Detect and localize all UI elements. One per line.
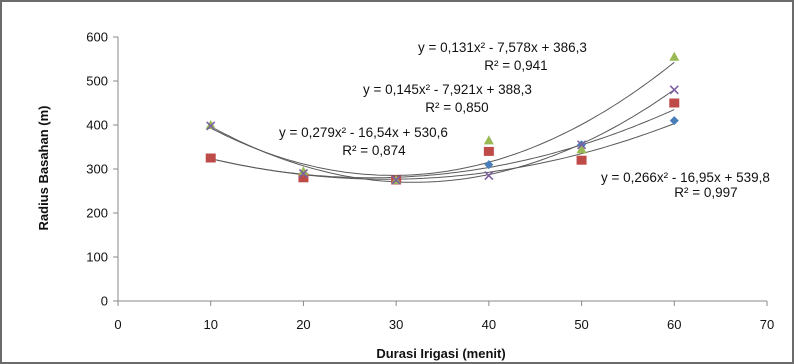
data-point-series-1 bbox=[669, 116, 679, 126]
data-points bbox=[205, 51, 680, 185]
trendlines bbox=[210, 61, 675, 183]
data-point-series-4 bbox=[669, 85, 679, 95]
x-tick-label: 30 bbox=[389, 317, 403, 332]
r-squared-label: R² = 0,997 bbox=[674, 185, 737, 200]
data-point-series-4 bbox=[298, 168, 308, 178]
equation-labels: y = 0,266x² - 16,95x + 539,8R² = 0,997 y … bbox=[279, 40, 770, 200]
data-point-series-3 bbox=[205, 120, 216, 129]
axes: 0 100 200 300 400 500 600 0 10 20 30 40 50 60 70 bbox=[86, 30, 774, 333]
y-tick-label: 600 bbox=[86, 30, 108, 45]
x-tick-label: 60 bbox=[667, 317, 681, 332]
x-tick-label: 0 bbox=[114, 317, 121, 332]
data-point-series-2 bbox=[298, 173, 309, 183]
data-point-series-4 bbox=[484, 171, 494, 181]
x-axis-title: Durasi Irigasi (menit) bbox=[376, 346, 505, 361]
trendline-series-1 bbox=[210, 89, 675, 183]
r-squared-label: R² = 0,874 bbox=[342, 143, 406, 158]
y-tick-label: 300 bbox=[86, 162, 108, 177]
data-point-series-2 bbox=[483, 146, 494, 156]
trendline-equation: y = 0,145x² - 7,921x + 388,3 bbox=[363, 82, 532, 97]
trendline-equation: y = 0,266x² - 16,95x + 539,8 bbox=[601, 170, 770, 185]
y-tick-label: 200 bbox=[86, 206, 108, 221]
x-tick-label: 70 bbox=[760, 317, 774, 332]
trendline-equation: y = 0,279x² - 16,54x + 530,6 bbox=[279, 125, 448, 140]
data-point-series-4 bbox=[577, 140, 587, 150]
y-tick-label: 0 bbox=[101, 294, 108, 309]
data-point-series-3 bbox=[669, 51, 680, 61]
x-tick-label: 40 bbox=[482, 317, 496, 332]
trendline-series-2 bbox=[210, 61, 675, 176]
trendline-equation: y = 0,131x² - 7,578x + 386,3 bbox=[418, 40, 587, 55]
y-axis-title: Radius Basahan (m) bbox=[36, 106, 51, 231]
y-tick-label: 100 bbox=[86, 250, 108, 265]
y-tick-label: 500 bbox=[86, 74, 108, 89]
x-tick-label: 20 bbox=[296, 317, 310, 332]
trendline-series-4 bbox=[210, 109, 675, 179]
x-tick-label: 50 bbox=[574, 317, 588, 332]
y-tick-label: 400 bbox=[86, 118, 108, 133]
data-point-series-3 bbox=[576, 144, 587, 154]
data-point-series-2 bbox=[669, 98, 680, 108]
data-point-series-3 bbox=[483, 135, 494, 145]
data-point-series-1 bbox=[484, 160, 494, 170]
data-point-series-2 bbox=[205, 153, 216, 163]
r-squared-label: R² = 0,850 bbox=[425, 100, 488, 115]
data-point-series-2 bbox=[576, 155, 587, 165]
data-point-series-3 bbox=[298, 166, 309, 176]
data-point-series-4 bbox=[206, 121, 216, 131]
x-tick-label: 10 bbox=[203, 317, 217, 332]
data-point-series-4 bbox=[391, 175, 401, 185]
r-squared-label: R² = 0,941 bbox=[484, 58, 547, 73]
